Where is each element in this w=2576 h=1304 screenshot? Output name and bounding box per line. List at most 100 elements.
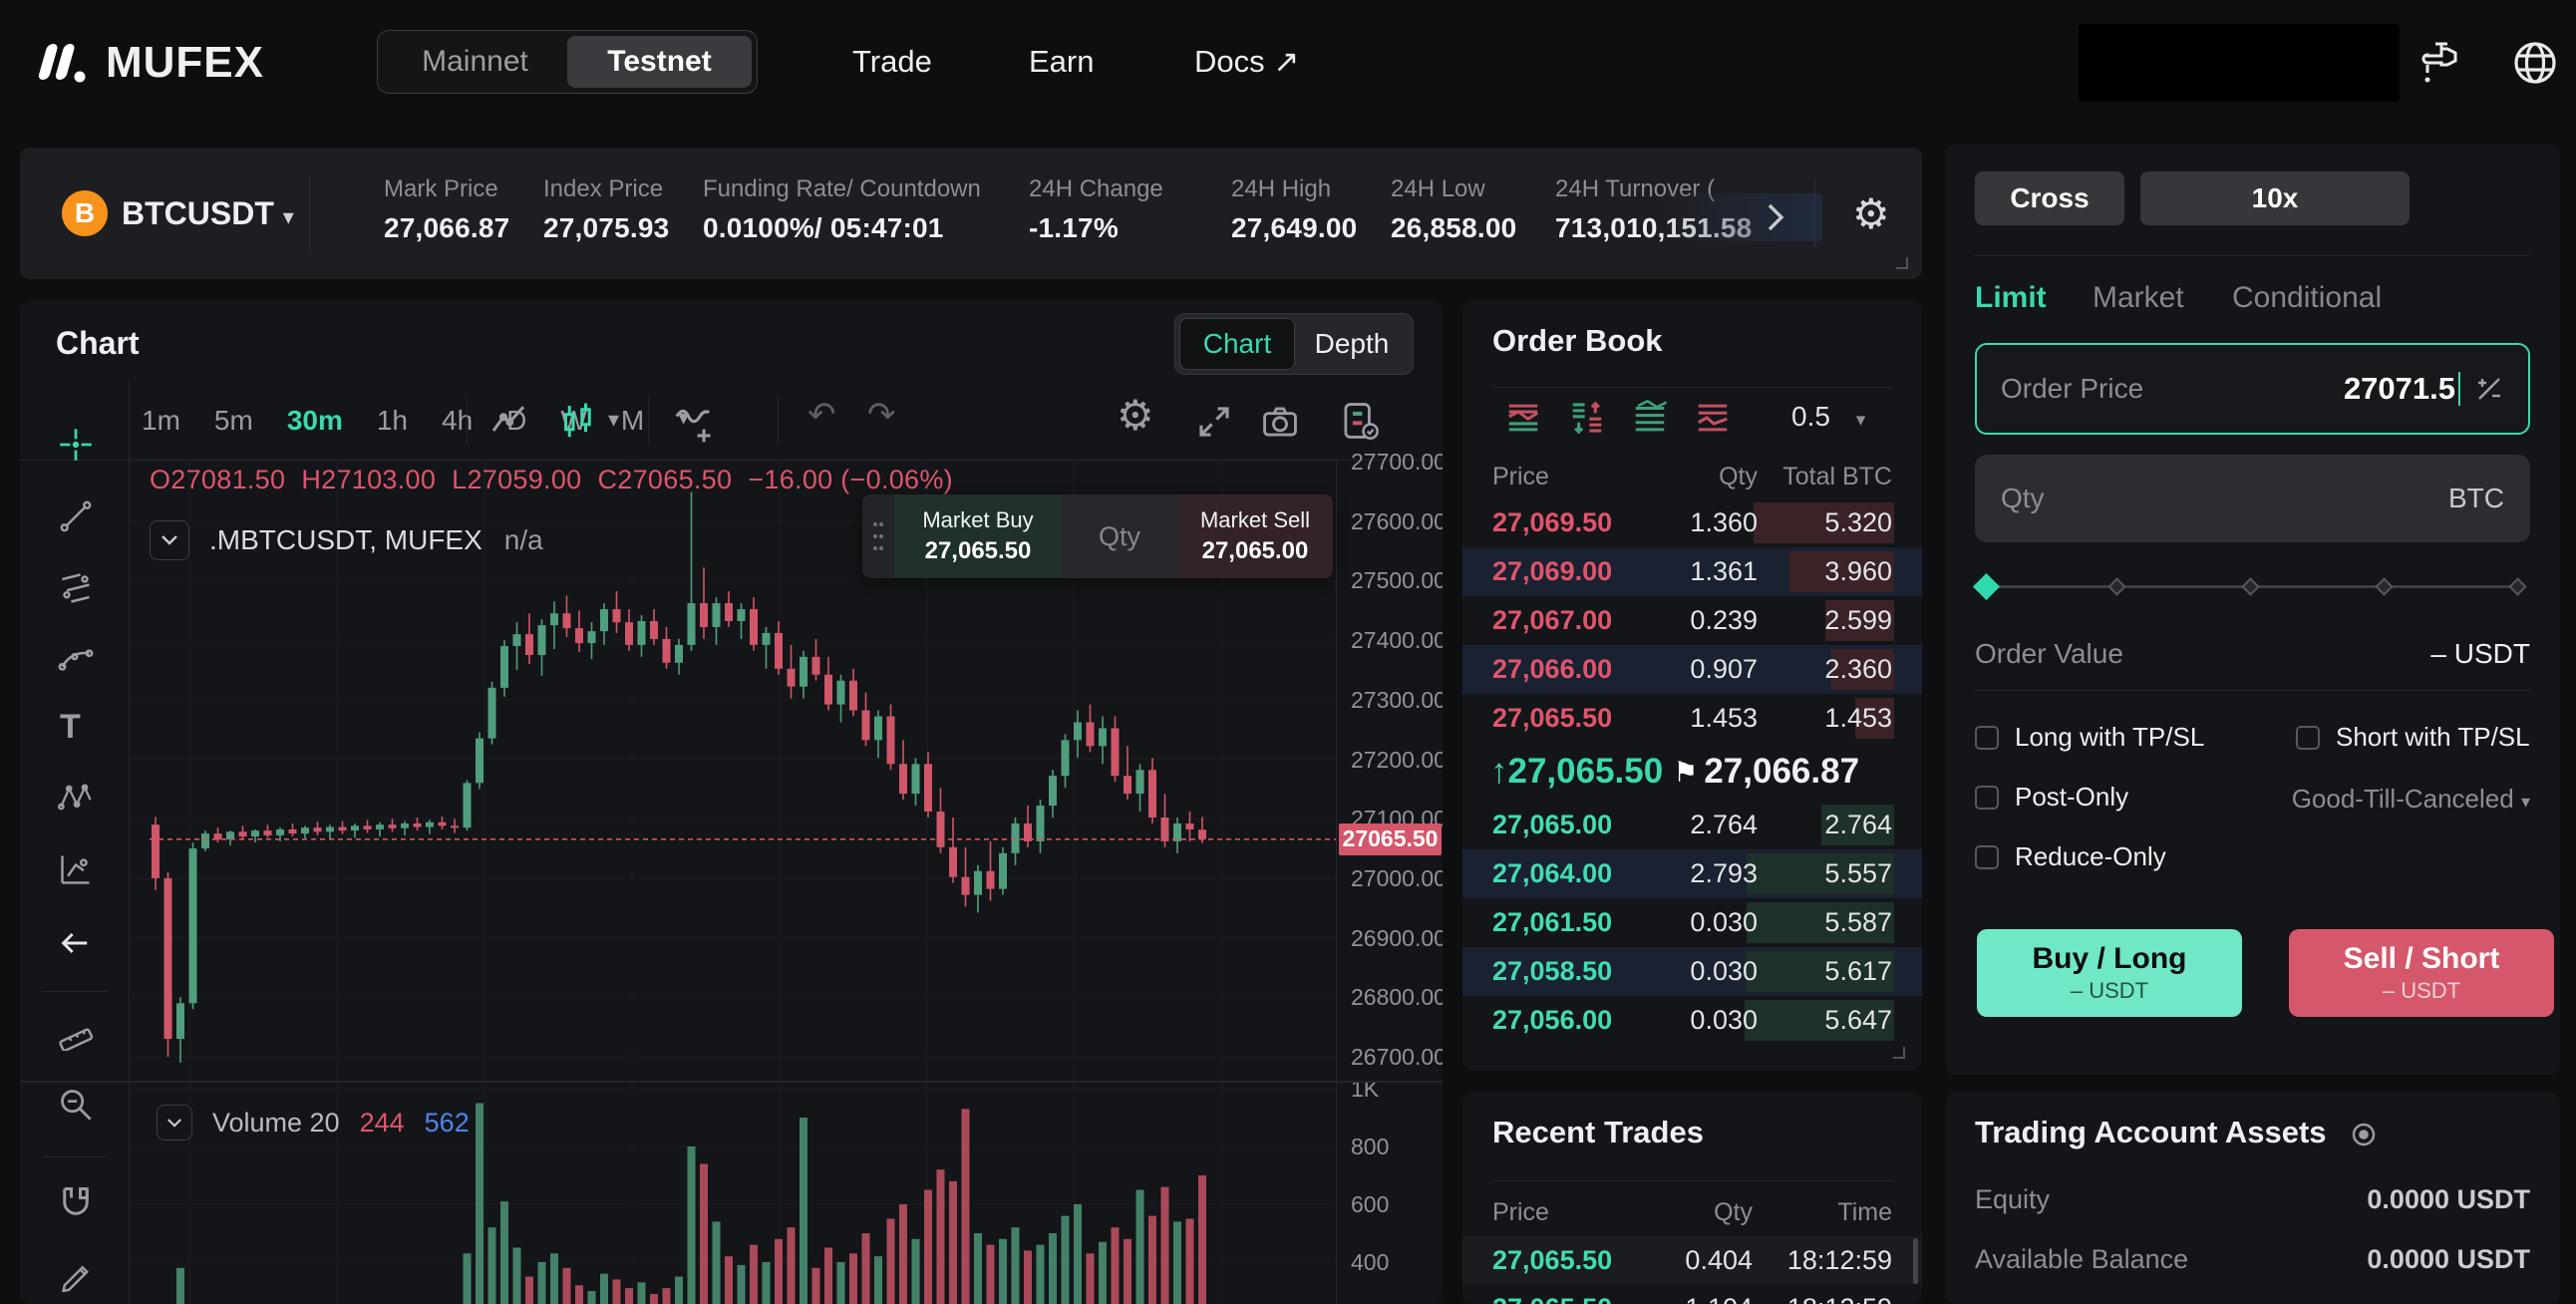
margin-mode-button[interactable]: Cross [1975, 171, 2124, 225]
globe-icon[interactable] [2510, 38, 2560, 88]
symbol-selector[interactable]: BTCUSDT ▾ [122, 195, 294, 231]
gear-icon[interactable]: ⚙ [1852, 190, 1890, 237]
fullscreen-icon[interactable] [1195, 403, 1233, 441]
price-axis[interactable]: 27700.00 27600.00 27500.00 27400.00 27300.00… [1336, 449, 1443, 1304]
resize-handle[interactable] [1893, 1047, 1905, 1059]
trade-panel-icon[interactable] [1340, 401, 1380, 441]
book-bids-only-icon[interactable] [1631, 399, 1669, 437]
book-split-icon[interactable] [1568, 399, 1606, 437]
magnet-icon[interactable] [58, 1184, 94, 1220]
trade-row[interactable]: 27,065.501.10418:12:59 [1462, 1284, 1922, 1304]
pane-divider[interactable] [20, 1081, 1443, 1083]
book-asks-only-icon[interactable] [1694, 399, 1732, 437]
slider-stop-25[interactable] [2107, 577, 2126, 596]
trade-row[interactable]: 27,065.50 0.404 18:12:59 [1462, 1236, 1922, 1284]
ask-row[interactable]: 27,069.50 1.360 5.320 [1462, 498, 1922, 547]
timeframe-1m[interactable]: 1m [142, 405, 180, 436]
eye-icon[interactable] [2349, 1120, 2379, 1149]
xabcd-pattern-icon[interactable] [58, 780, 94, 815]
drag-handle-icon[interactable] [862, 494, 894, 578]
tab-chart[interactable]: Chart [1179, 318, 1295, 370]
checkbox[interactable] [2296, 725, 2320, 750]
checkbox[interactable] [1975, 725, 1999, 750]
resize-handle[interactable] [1896, 257, 1908, 269]
undo-icon[interactable]: ↶ [807, 396, 836, 434]
tab-market[interactable]: Market [2093, 281, 2184, 314]
total-cell: 2.360 [1824, 654, 1892, 684]
forecast-icon[interactable] [58, 851, 94, 887]
network-option-mainnet[interactable]: Mainnet [422, 45, 528, 78]
redo-icon[interactable]: ↷ [867, 396, 896, 434]
checkbox[interactable] [1975, 844, 1999, 869]
book-combined-icon[interactable] [1504, 399, 1542, 437]
timeframe-30m[interactable]: 30m [286, 405, 343, 436]
timeframe-dropdown-icon[interactable]: ▾ [678, 405, 690, 430]
ruler-icon[interactable] [58, 1015, 94, 1051]
checkbox-short-tpsl[interactable]: Short with TP/SL [2296, 722, 2530, 753]
slider-stop-75[interactable] [2375, 577, 2394, 596]
total-cell: 5.647 [1824, 1005, 1892, 1035]
time-in-force-select[interactable]: Good-Till-Canceled ▾ [2291, 784, 2530, 814]
bid-row[interactable]: 27,065.00 2.764 2.764 [1462, 801, 1922, 849]
arrow-left-icon[interactable] [58, 925, 94, 961]
slider-stop-100[interactable] [2508, 577, 2527, 596]
ask-row[interactable]: 27,065.50 1.453 1.453 [1462, 694, 1922, 743]
faucet-icon[interactable] [2417, 38, 2463, 88]
timeframe-M[interactable]: M [620, 405, 645, 436]
zoom-icon[interactable] [58, 1087, 94, 1123]
candle-dropdown-icon[interactable]: ▾ [608, 407, 620, 432]
bid-row[interactable]: 27,058.50 0.030 5.617 [1462, 947, 1922, 996]
qty-slider[interactable] [1973, 572, 2530, 602]
checkbox[interactable] [1975, 785, 1999, 810]
candlestick-chart[interactable] [130, 461, 1336, 1304]
checkbox-post-only[interactable]: Post-Only [1975, 782, 2128, 813]
line-chart-icon[interactable] [488, 401, 528, 441]
bid-row[interactable]: 27,061.50 0.030 5.587 [1462, 898, 1922, 947]
tab-conditional[interactable]: Conditional [2232, 281, 2383, 314]
collapse-legend-button[interactable] [150, 520, 189, 560]
collapse-volume-button[interactable] [157, 1105, 192, 1141]
slider-stop-0[interactable] [1973, 573, 2000, 600]
indicators-icon[interactable] [673, 401, 717, 445]
ask-row[interactable]: 27,067.00 0.239 2.599 [1462, 596, 1922, 645]
crosshair-icon[interactable] [58, 427, 94, 463]
pitchfork-icon[interactable] [58, 642, 94, 678]
nav-link-trade[interactable]: Trade [852, 44, 932, 79]
leverage-button[interactable]: 10x [2140, 171, 2410, 225]
checkbox-long-tpsl[interactable]: Long with TP/SL [1975, 722, 2204, 753]
checkbox-reduce-only[interactable]: Reduce-Only [1975, 841, 2166, 872]
buy-long-button[interactable]: Buy / Long – USDT [1977, 929, 2242, 1017]
fib-retracement-icon[interactable] [58, 570, 94, 606]
market-buy-button[interactable]: Market Buy 27,065.50 [894, 494, 1062, 578]
trend-line-icon[interactable] [58, 498, 94, 534]
timeframe-5m[interactable]: 5m [213, 405, 253, 436]
candlestick-icon[interactable] [558, 401, 598, 441]
qty-input[interactable]: Qty BTC [1975, 455, 2530, 542]
settings-gear-icon[interactable]: ⚙ [1117, 392, 1154, 439]
tab-depth[interactable]: Depth [1314, 328, 1390, 359]
chevron-right-icon[interactable] [1760, 199, 1789, 235]
timeframe-1h[interactable]: 1h [376, 405, 409, 436]
timeframe-4h[interactable]: 4h [442, 405, 474, 436]
bid-row[interactable]: 27,064.00 2.793 5.557 [1462, 849, 1922, 898]
market-sell-button[interactable]: Market Sell 27,065.00 [1177, 494, 1333, 578]
text-tool-icon[interactable]: T [60, 708, 81, 746]
camera-icon[interactable] [1261, 403, 1299, 441]
last-price-row[interactable]: ↑ 27,065.50 ⚑ 27,066.87 [1462, 743, 1922, 801]
order-price-input[interactable]: Order Price 27071.5 [1975, 343, 2530, 435]
nav-link-earn[interactable]: Earn [1029, 44, 1095, 79]
plus-minus-icon[interactable] [2474, 374, 2504, 404]
network-option-testnet[interactable]: Testnet [567, 36, 752, 88]
ask-row[interactable]: 27,069.00 1.361 3.960 [1462, 547, 1922, 596]
timeframe-D[interactable]: D [506, 405, 527, 436]
sell-short-button[interactable]: Sell / Short – USDT [2289, 929, 2554, 1017]
draw-icon[interactable] [58, 1256, 94, 1292]
slider-stop-50[interactable] [2241, 577, 2260, 596]
nav-link-docs[interactable]: Docs ↗ [1194, 44, 1300, 79]
tick-size-select[interactable]: 0.5 ▾ [1791, 401, 1866, 432]
tab-limit[interactable]: Limit [1975, 281, 2047, 314]
scrollbar-thumb[interactable] [1913, 1238, 1918, 1284]
bid-row[interactable]: 27,056.00 0.030 5.647 [1462, 996, 1922, 1045]
ask-row[interactable]: 27,066.00 0.907 2.360 [1462, 645, 1922, 694]
widget-qty-field[interactable]: Qty [1062, 494, 1177, 578]
